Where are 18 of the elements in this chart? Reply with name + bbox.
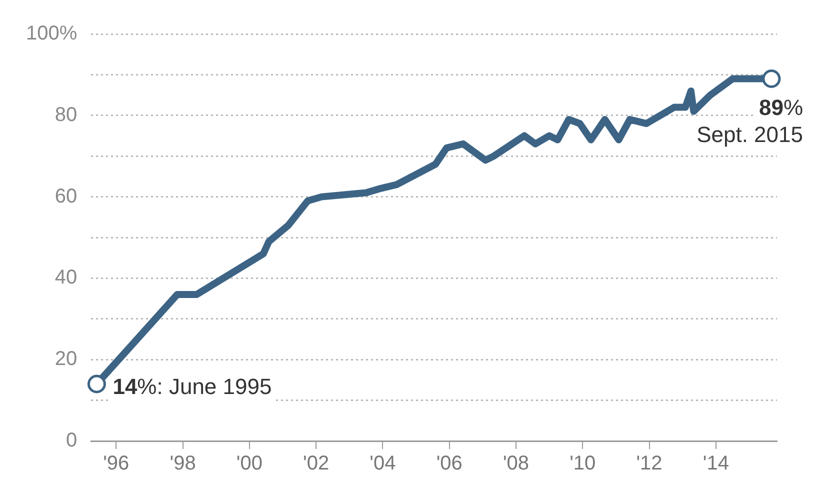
annotation: 89% Sept. 2015 [696,94,804,147]
y-tick-label: 0 [66,430,78,452]
y-tick-label: 60 [54,185,78,208]
x-tick-label: '00 [236,452,262,475]
x-tick-label: '04 [370,452,396,475]
x-tick-label: '96 [103,452,130,475]
x-tick-label: '02 [303,452,330,475]
y-tick-label: 20 [54,348,78,370]
x-tick-label: '12 [636,452,662,475]
x-tick-label: '14 [702,452,729,475]
x-tick-label: '06 [436,452,462,475]
x-tick-label: '10 [570,452,596,475]
x-tick-label: '98 [170,452,196,475]
y-tick-label: 100% [26,22,78,45]
x-tick-label: '08 [502,452,530,475]
y-tick-label: 40 [54,266,78,289]
annotation: 14%: June 1995 [112,374,272,400]
y-tick-label: 80 [54,104,78,126]
